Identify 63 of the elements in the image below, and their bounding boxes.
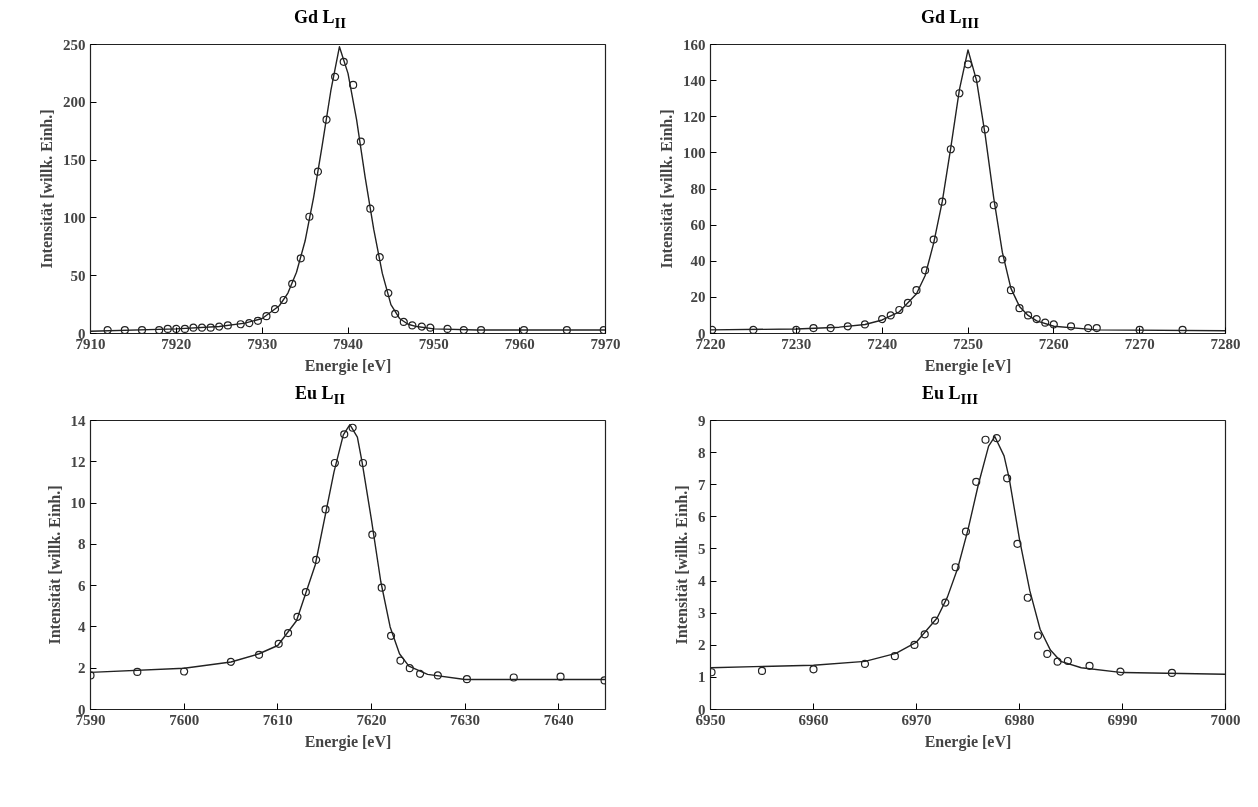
x-tick-label: 6990 <box>1107 711 1138 728</box>
y-tick-label: 150 <box>63 152 86 169</box>
x-axis-title: Energie [eV] <box>304 732 392 751</box>
y-tick-label: 12 <box>70 453 86 470</box>
y-axis-title: Intensität [willk. Einh.] <box>673 485 690 645</box>
x-tick-label: 7640 <box>543 711 574 728</box>
x-tick-label: 6980 <box>1004 711 1035 728</box>
y-tick-label: 8 <box>78 536 86 553</box>
y-tick-label: 14 <box>70 412 86 429</box>
y-tick-label: 6 <box>698 508 706 525</box>
y-tick-label: 160 <box>683 36 706 53</box>
y-tick-label: 100 <box>63 209 86 226</box>
y-tick-label: 2 <box>78 660 86 677</box>
y-tick-label: 6 <box>78 577 86 594</box>
chart-title: Eu L$_{II}$ <box>293 382 347 409</box>
y-tick-label: 8 <box>698 444 706 461</box>
x-tick-label: 6960 <box>798 711 829 728</box>
x-tick-label: 7270 <box>1124 335 1155 352</box>
chart-title: Gd L$_{III}$ <box>919 6 980 33</box>
x-tick-label: 6970 <box>901 711 932 728</box>
y-axis-title: Intensität [willk. Einh.] <box>38 109 55 269</box>
y-tick-label: 10 <box>70 495 86 512</box>
y-tick-label: 120 <box>683 108 706 125</box>
x-tick-label: 7940 <box>333 335 363 352</box>
x-tick-label: 7240 <box>867 335 898 352</box>
y-tick-label: 140 <box>683 72 706 89</box>
y-tick-label: 3 <box>698 605 706 622</box>
y-tick-label: 40 <box>690 253 706 270</box>
x-tick-label: 7260 <box>1038 335 1069 352</box>
chart-title: Gd L$_{II}$ <box>292 6 348 33</box>
x-axis-title: Energie [eV] <box>924 356 1012 375</box>
x-tick-label: 7960 <box>504 335 535 352</box>
y-tick-label: 4 <box>78 618 86 635</box>
x-tick-label: 7000 <box>1210 711 1241 728</box>
y-tick-label: 250 <box>63 36 86 53</box>
y-tick-label: 20 <box>690 289 706 306</box>
y-axis-title: Intensität [willk. Einh.] <box>658 109 675 269</box>
y-tick-label: 60 <box>690 217 706 234</box>
x-tick-label: 7970 <box>590 335 621 352</box>
y-axis-title: Intensität [willk. Einh.] <box>45 485 63 645</box>
y-tick-label: 7 <box>698 476 706 493</box>
x-tick-label: 7230 <box>781 335 812 352</box>
x-axis-title: Energie [eV] <box>924 732 1012 751</box>
x-tick-label: 7280 <box>1210 335 1241 352</box>
x-tick-label: 7630 <box>450 711 481 728</box>
y-tick-label: 5 <box>698 540 706 557</box>
x-tick-label: 7250 <box>953 335 983 352</box>
x-tick-label: 7920 <box>161 335 192 352</box>
x-tick-label: 7610 <box>262 711 293 728</box>
x-tick-label: 7620 <box>356 711 387 728</box>
y-tick-label: 100 <box>683 144 706 161</box>
chart-title: Eu L$_{III}$ <box>920 382 979 409</box>
x-tick-label: 7950 <box>418 335 449 352</box>
y-tick-label: 2 <box>698 637 706 654</box>
y-tick-label: 9 <box>698 412 706 429</box>
y-tick-label: 50 <box>70 267 86 284</box>
y-tick-label: 200 <box>63 94 86 111</box>
x-axis-title: Energie [eV] <box>304 356 392 375</box>
y-tick-label: 80 <box>690 181 706 197</box>
x-tick-label: 7930 <box>247 335 278 352</box>
y-tick-label: 4 <box>698 573 706 590</box>
x-tick-label: 7600 <box>169 711 200 728</box>
y-tick-label: 1 <box>698 669 706 686</box>
